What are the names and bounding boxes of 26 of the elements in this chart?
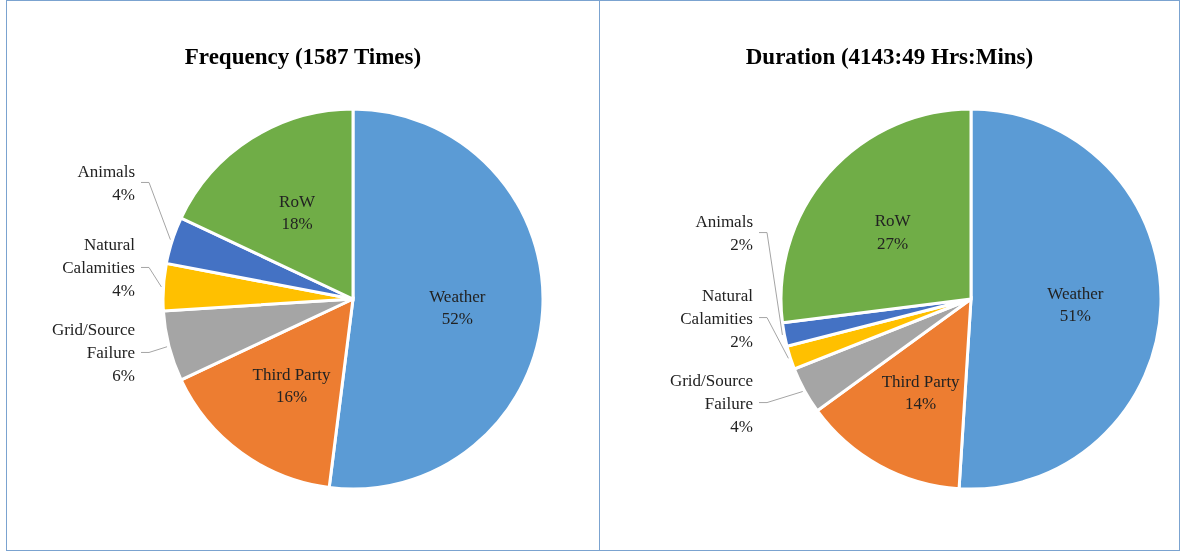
data-label: 16%: [275, 387, 308, 407]
data-label: 27%: [877, 233, 909, 253]
slice-label: Natural Calamities: [680, 285, 754, 328]
slice-label: Animals: [77, 161, 135, 181]
data-label: 4%: [112, 281, 135, 301]
data-label: 4%: [730, 416, 753, 436]
data-label: 6%: [112, 366, 135, 386]
slice-label: Animals: [695, 212, 753, 232]
chart-title: Frequency (1587 Times): [183, 44, 423, 70]
slice-label: RoW: [874, 211, 912, 231]
slice-label: Grid/Source Failure: [51, 320, 135, 363]
data-label: 51%: [1059, 305, 1092, 325]
data-label: 2%: [730, 235, 753, 255]
slice-label: Natural Calamities: [62, 235, 136, 278]
data-label: 18%: [281, 214, 313, 234]
slice-label: Grid/Source Failure: [669, 370, 753, 413]
data-label: 14%: [905, 394, 937, 414]
slice-label: RoW: [279, 192, 316, 212]
slice-label: Weather: [429, 287, 486, 307]
slice-label: Weather: [1047, 283, 1104, 303]
data-label: 2%: [730, 331, 753, 351]
data-label: 52%: [441, 309, 473, 329]
data-label: 4%: [112, 184, 135, 204]
slice-label: Third Party: [881, 372, 961, 392]
chart-title: Duration (4143:49 Hrs:Mins): [744, 44, 1035, 70]
slice-label: Third Party: [252, 365, 332, 385]
